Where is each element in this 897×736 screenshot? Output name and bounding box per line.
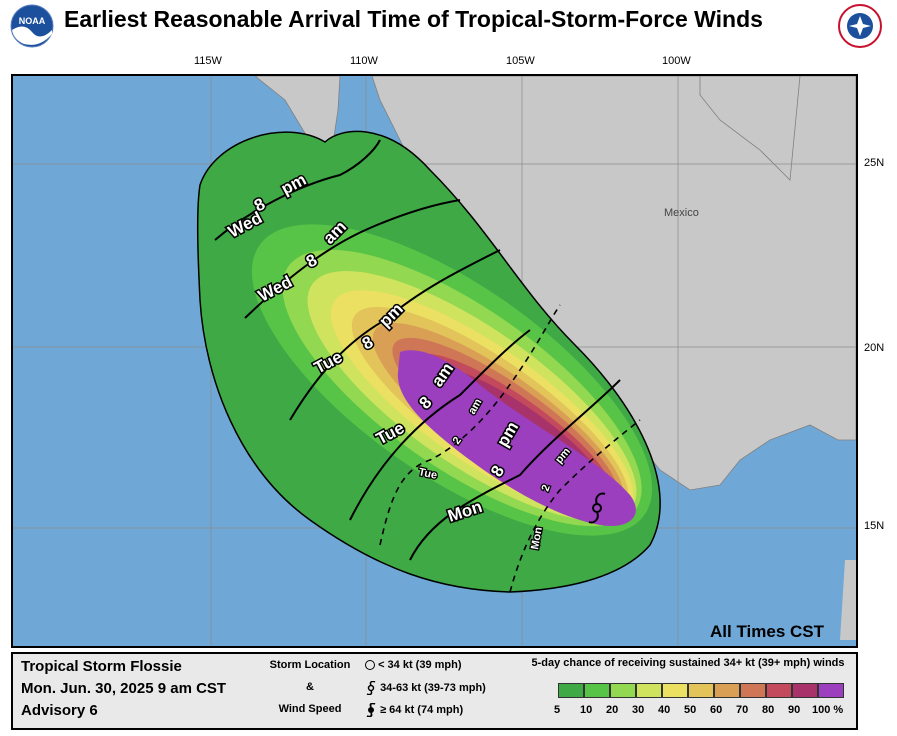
map[interactable]: Wed 8 pm Wed 8 am Tue 8 pm Tue 8 am Mon … — [11, 74, 858, 648]
times-note: All Times CST — [710, 622, 825, 641]
storm-name: Tropical Storm Flossie — [21, 658, 182, 675]
probability-label: 60 — [710, 704, 723, 716]
probability-swatch — [636, 683, 662, 698]
lon-label: 100W — [662, 55, 691, 67]
key-row-weak: < 34 kt (39 mph) — [365, 659, 462, 671]
probability-label: 70 — [736, 704, 749, 716]
solid-contours — [214, 139, 621, 561]
gulf-coast-land — [699, 76, 801, 181]
probability-label: 100 % — [812, 704, 844, 716]
key-row-hurricane: ≥ 64 kt (74 mph) — [365, 702, 463, 718]
probability-swatch — [792, 683, 818, 698]
probability-label: 5 — [554, 704, 561, 716]
lat-label: 20N — [864, 342, 885, 354]
lat-label: 15N — [864, 520, 885, 532]
country-label: Mexico — [664, 207, 699, 219]
tropical-storm-icon[interactable] — [588, 492, 606, 524]
probability-label: 20 — [606, 704, 619, 716]
storm-key: Storm Location & Wind Speed < 34 kt (39 … — [265, 657, 515, 727]
advisory-number: Advisory 6 — [21, 702, 98, 719]
legend-panel: Tropical Storm Flossie Mon. Jun. 30, 202… — [11, 652, 858, 730]
east-land — [840, 76, 856, 640]
probability-label: 80 — [762, 704, 775, 716]
probability-label: 50 — [684, 704, 697, 716]
probability-swatch — [584, 683, 610, 698]
dashed-contours — [379, 304, 641, 593]
storm-info: Tropical Storm Flossie Mon. Jun. 30, 202… — [21, 656, 226, 722]
amp-label: & — [306, 681, 314, 693]
lat-label: 25N — [864, 157, 885, 169]
probability-swatch — [766, 683, 792, 698]
wind-speed-label: Wind Speed — [278, 703, 342, 715]
probability-label: 10 — [580, 704, 593, 716]
map-canvas: Wed 8 pm Wed 8 am Tue 8 pm Tue 8 am Mon … — [13, 76, 856, 646]
page-title: Earliest Reasonable Arrival Time of Trop… — [64, 6, 763, 32]
probability-label: 40 — [658, 704, 671, 716]
probability-swatch — [662, 683, 688, 698]
probability-swatches — [558, 683, 844, 698]
hurricane-key-icon — [366, 702, 376, 718]
probability-labels: 5 10 20 30 40 50 60 70 80 90 100 % — [552, 704, 852, 720]
probability-key: 5-day chance of receiving sustained 34+ … — [518, 657, 858, 727]
probability-swatch — [740, 683, 766, 698]
lon-label: 115W — [194, 55, 222, 67]
contour-label-mon-2pm-day: Mon — [529, 526, 545, 551]
probability-swatch — [558, 683, 584, 698]
svg-text:NOAA: NOAA — [19, 16, 46, 26]
lon-label: 110W — [350, 55, 378, 67]
probability-swatch — [610, 683, 636, 698]
low-circle-icon — [365, 660, 375, 671]
noaa-logo: NOAA — [10, 4, 54, 48]
probability-label: 30 — [632, 704, 645, 716]
tropical-storm-key-icon — [366, 680, 376, 696]
probability-swatch — [714, 683, 740, 698]
contour-label-tue-2am-day: Tue — [417, 466, 438, 482]
nws-logo — [838, 4, 882, 48]
key-row-ts: 34-63 kt (39-73 mph) — [365, 680, 486, 696]
storm-location-label: Storm Location — [269, 659, 351, 671]
advisory-date: Mon. Jun. 30, 2025 9 am CST — [21, 680, 227, 697]
header: NOAA Earliest Reasonable Arrival Time of… — [0, 0, 897, 50]
probability-title: 5-day chance of receiving sustained 34+ … — [531, 657, 845, 669]
probability-swatch — [688, 683, 714, 698]
lon-label: 105W — [506, 55, 535, 67]
envelope-outline — [196, 130, 661, 593]
probability-swatch — [818, 683, 844, 698]
probability-label: 90 — [788, 704, 801, 716]
